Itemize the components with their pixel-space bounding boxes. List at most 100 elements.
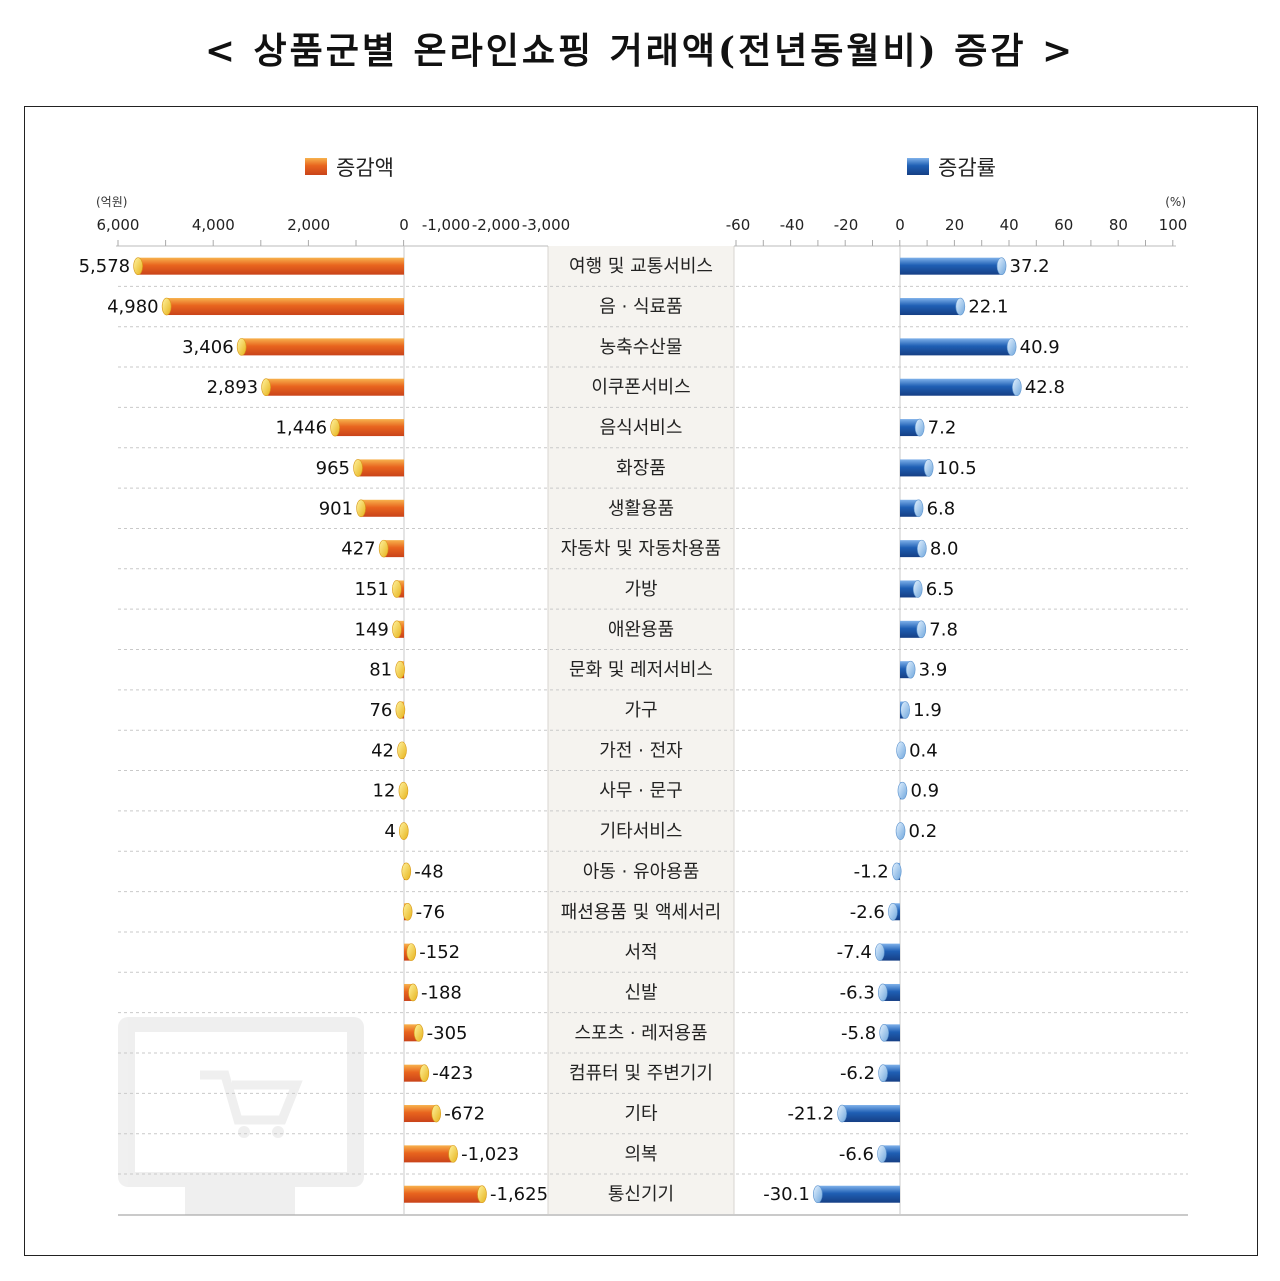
category-label: 통신기기 xyxy=(608,1184,674,1205)
data-label-amount: -423 xyxy=(432,1063,473,1084)
data-label-rate: -2.6 xyxy=(850,902,885,923)
x-tick-label-amount: -2,000 xyxy=(472,216,520,234)
data-label-amount: -1,625 xyxy=(490,1184,548,1205)
category-label: 문화 및 레저서비스 xyxy=(569,660,713,681)
bar-rate xyxy=(900,539,927,558)
bar-rate xyxy=(878,1064,900,1082)
category-label: 음 · 식료품 xyxy=(599,297,682,318)
bar-rate xyxy=(874,943,900,961)
data-label-rate: 37.2 xyxy=(1010,256,1050,277)
category-label: 화장품 xyxy=(616,458,666,479)
data-label-amount: -152 xyxy=(419,942,460,963)
bar-rate xyxy=(888,902,900,921)
bar-amount xyxy=(401,862,412,881)
bar-amount xyxy=(404,1185,487,1204)
bar-rate xyxy=(900,459,934,477)
category-label: 기타서비스 xyxy=(600,821,683,842)
bar-rate xyxy=(900,297,966,316)
data-label-amount: -188 xyxy=(421,982,462,1003)
x-tick-label-rate: 20 xyxy=(945,216,964,234)
bar-amount xyxy=(404,1064,430,1082)
legend-label-rate: 증감률 xyxy=(938,156,996,180)
data-label-rate: 0.2 xyxy=(909,821,938,842)
x-tick-label-rate: -20 xyxy=(834,216,859,234)
bar-amount xyxy=(395,701,406,719)
x-tick-label-amount: -1,000 xyxy=(422,216,470,234)
category-label: 기타 xyxy=(624,1104,658,1125)
x-tick-label-amount: -3,000 xyxy=(522,216,570,234)
x-tick-label-rate: 100 xyxy=(1159,216,1188,234)
data-label-amount: 3,406 xyxy=(182,337,234,358)
bar-amount xyxy=(133,257,404,275)
category-label: 가전 · 전자 xyxy=(599,740,683,761)
data-label-rate: 6.5 xyxy=(926,579,955,600)
data-label-rate: -6.2 xyxy=(840,1063,875,1084)
data-label-rate: 7.2 xyxy=(928,418,957,439)
data-label-rate: -5.8 xyxy=(841,1023,876,1044)
data-label-rate: 3.9 xyxy=(919,660,948,681)
bar-rate xyxy=(813,1185,900,1204)
bar-amount xyxy=(395,660,405,679)
category-label: 음식서비스 xyxy=(600,418,683,439)
category-label: 여행 및 교통서비스 xyxy=(569,256,713,277)
category-label: 패션용품 및 액세서리 xyxy=(561,902,721,923)
bar-amount xyxy=(398,781,409,800)
data-label-amount: 901 xyxy=(319,498,353,519)
bar-rate xyxy=(895,822,906,840)
x-tick-label-amount: 0 xyxy=(399,216,409,234)
data-label-amount: -672 xyxy=(444,1104,485,1125)
category-label: 서적 xyxy=(624,942,657,963)
data-label-amount: -76 xyxy=(416,902,445,923)
data-label-amount: -48 xyxy=(414,861,443,882)
x-tick-label-rate: 0 xyxy=(895,216,905,234)
bar-rate xyxy=(897,781,908,800)
bar-amount xyxy=(161,297,404,316)
data-label-amount: 1,446 xyxy=(276,418,328,439)
bar-amount xyxy=(392,580,404,598)
bar-amount xyxy=(261,378,404,397)
bar-rate xyxy=(896,741,906,760)
watermark-monitor-icon xyxy=(118,1017,364,1215)
data-label-amount: 149 xyxy=(355,619,389,640)
bar-rate xyxy=(900,338,1017,356)
bar-amount xyxy=(402,902,413,921)
data-label-rate: 40.9 xyxy=(1020,337,1060,358)
chart-frame xyxy=(24,106,1258,1256)
bar-amount xyxy=(353,459,404,477)
bar-rate xyxy=(877,1145,900,1163)
category-label: 스포츠 · 레저용품 xyxy=(574,1023,707,1044)
bar-amount xyxy=(404,1024,424,1042)
data-label-rate: -21.2 xyxy=(788,1104,835,1125)
data-label-amount: 76 xyxy=(369,700,392,721)
category-label: 신발 xyxy=(624,982,657,1003)
data-label-rate: 22.1 xyxy=(968,297,1008,318)
data-label-amount: 427 xyxy=(341,539,375,560)
bar-rate xyxy=(900,418,925,437)
bar-rate xyxy=(900,378,1022,397)
legend-label-amount: 증감액 xyxy=(336,156,394,180)
data-label-rate: -6.6 xyxy=(839,1144,874,1165)
data-label-rate: 7.8 xyxy=(929,619,958,640)
bar-rate xyxy=(900,620,927,639)
data-label-rate: 0.4 xyxy=(909,740,938,761)
bar-rate xyxy=(837,1104,900,1123)
chart-title: < 상품군별 온라인쇼핑 거래액(전년동월비) 증감 > xyxy=(204,30,1076,72)
category-label: 사무 · 문구 xyxy=(599,781,682,802)
data-label-amount: 151 xyxy=(354,579,388,600)
bar-amount xyxy=(378,539,404,558)
data-label-rate: 1.9 xyxy=(913,700,942,721)
data-label-rate: 42.8 xyxy=(1025,377,1065,398)
category-label: 이쿠폰서비스 xyxy=(591,377,690,398)
data-label-amount: 2,893 xyxy=(207,377,259,398)
data-label-rate: 6.8 xyxy=(927,498,956,519)
bar-rate xyxy=(900,660,916,679)
data-label-rate: -1.2 xyxy=(854,861,889,882)
category-label: 컴퓨터 및 주변기기 xyxy=(569,1063,713,1084)
data-label-rate: 10.5 xyxy=(937,458,977,479)
data-label-amount: 12 xyxy=(373,781,396,802)
category-label: 의복 xyxy=(624,1144,657,1165)
bar-rate xyxy=(900,701,910,719)
data-label-rate: 8.0 xyxy=(930,539,959,560)
category-label: 아동 · 유아용품 xyxy=(583,861,700,882)
bar-amount xyxy=(356,499,404,518)
